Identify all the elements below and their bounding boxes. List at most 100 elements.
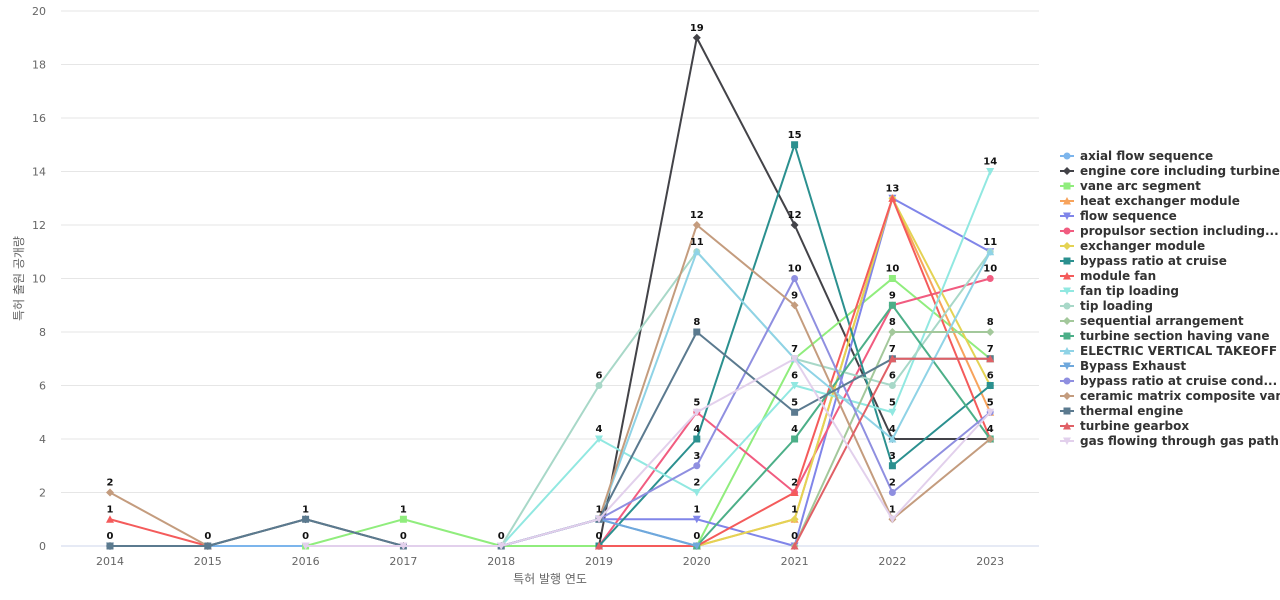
- legend-item[interactable]: flow sequence: [1060, 209, 1177, 223]
- data-label: 14: [983, 157, 997, 168]
- data-label: 10: [983, 264, 997, 275]
- x-tick-label: 2016: [292, 555, 320, 568]
- data-label: 7: [987, 344, 994, 355]
- data-point: [302, 515, 310, 523]
- y-tick-label: 6: [39, 380, 46, 393]
- legend-item[interactable]: ELECTRIC VERTICAL TAKEOFF: [1060, 344, 1277, 358]
- series-line: [110, 36, 991, 547]
- data-point: [692, 515, 701, 524]
- data-point: [888, 408, 897, 417]
- data-point: [986, 382, 994, 389]
- x-tick-label: 2018: [487, 555, 515, 568]
- data-point: [888, 354, 897, 363]
- data-label: 8: [889, 317, 896, 328]
- y-tick-label: 16: [32, 112, 46, 125]
- legend-label: bypass ratio at cruise cond...: [1080, 374, 1277, 388]
- data-point: [204, 542, 212, 550]
- y-tick-label: 8: [39, 326, 46, 339]
- legend-symbol: [1063, 212, 1071, 220]
- legend-item[interactable]: turbine section having vane: [1060, 329, 1269, 343]
- legend-item[interactable]: turbine gearbox: [1060, 419, 1189, 433]
- legend-symbol: [1063, 407, 1071, 415]
- y-tick-label: 0: [39, 540, 46, 553]
- legend-item[interactable]: fan tip loading: [1060, 284, 1179, 298]
- legend-label: module fan: [1080, 269, 1156, 283]
- legend-item[interactable]: tip loading: [1060, 299, 1153, 313]
- legend-item[interactable]: gas flowing through gas path: [1060, 434, 1279, 448]
- legend-symbol: [1063, 392, 1071, 400]
- legend-label: fan tip loading: [1080, 284, 1179, 298]
- data-point: [986, 328, 995, 336]
- legend-item[interactable]: ceramic matrix composite vane: [1060, 389, 1280, 403]
- data-label: 0: [204, 531, 211, 542]
- series-15: [497, 275, 994, 550]
- data-label: 2: [107, 478, 114, 489]
- legend-label: exchanger module: [1080, 239, 1205, 253]
- legend-item[interactable]: bypass ratio at cruise: [1060, 254, 1227, 268]
- legend-item[interactable]: engine core including turbine: [1060, 164, 1280, 178]
- legend-item[interactable]: module fan: [1060, 269, 1156, 283]
- data-label: 0: [302, 531, 309, 542]
- legend-symbol: [1063, 272, 1071, 280]
- data-point: [986, 168, 995, 176]
- x-tick-label: 2014: [96, 555, 124, 568]
- data-label: 1: [107, 504, 114, 515]
- legend-label: Bypass Exhaust: [1080, 359, 1186, 373]
- data-point: [888, 382, 896, 389]
- legend-item[interactable]: heat exchanger module: [1060, 194, 1240, 208]
- data-label: 1: [596, 504, 603, 515]
- x-axis-ticks: 2014 2015 2016 2017 2018 2019 2020 2021 2022 2023: [96, 555, 1004, 568]
- legend-label: propulsor section including...: [1080, 224, 1279, 238]
- data-label: 3: [889, 451, 896, 462]
- series-line: [598, 518, 698, 547]
- data-point: [791, 275, 799, 282]
- data-label: 15: [788, 130, 802, 141]
- y-tick-label: 14: [32, 166, 46, 179]
- legend-item[interactable]: Bypass Exhaust: [1060, 359, 1186, 373]
- data-point: [790, 221, 799, 229]
- data-label: 0: [693, 531, 700, 542]
- x-tick-label: 2022: [878, 555, 906, 568]
- series-line: [500, 171, 992, 547]
- legend-item[interactable]: bypass ratio at cruise cond...: [1060, 374, 1277, 388]
- legend-label: turbine section having vane: [1080, 329, 1269, 343]
- legend-symbol: [1063, 242, 1071, 250]
- x-tick-label: 2019: [585, 555, 613, 568]
- data-label: 0: [107, 531, 114, 542]
- data-point: [693, 435, 701, 443]
- data-point: [106, 542, 114, 550]
- legend-item[interactable]: axial flow sequence: [1060, 149, 1213, 163]
- data-point: [106, 515, 114, 523]
- data-point: [790, 355, 799, 363]
- data-label: 1: [302, 504, 309, 515]
- legend-label: ELECTRIC VERTICAL TAKEOFF: [1080, 344, 1277, 358]
- legend-item[interactable]: exchanger module: [1060, 239, 1205, 253]
- series-line: [500, 277, 991, 547]
- data-point: [888, 435, 897, 443]
- legend-item[interactable]: vane arc segment: [1060, 179, 1201, 193]
- legend-symbol: [1063, 197, 1071, 205]
- legend-item[interactable]: sequential arrangement: [1060, 314, 1244, 328]
- data-label: 10: [885, 264, 899, 275]
- data-point: [692, 489, 701, 497]
- y-axis-ticks: 0 2 4 6 8 10 12 14 16 18 20: [32, 5, 46, 553]
- y-tick-label: 4: [39, 433, 46, 446]
- legend-item[interactable]: thermal engine: [1060, 404, 1183, 418]
- series-line: [500, 250, 992, 547]
- data-point: [790, 542, 799, 550]
- data-label: 13: [885, 183, 899, 194]
- data-label: 9: [889, 290, 896, 301]
- data-point: [692, 542, 701, 550]
- data-label: 6: [596, 371, 603, 382]
- data-label: 8: [987, 317, 994, 328]
- data-label: 5: [889, 397, 896, 408]
- data-label: 19: [690, 23, 704, 34]
- legend-label: sequential arrangement: [1080, 314, 1244, 328]
- data-point: [791, 408, 799, 416]
- legend-item[interactable]: propulsor section including...: [1060, 224, 1279, 238]
- legend-label: ceramic matrix composite vane: [1080, 389, 1280, 403]
- data-point: [888, 194, 897, 202]
- data-label: 7: [791, 344, 798, 355]
